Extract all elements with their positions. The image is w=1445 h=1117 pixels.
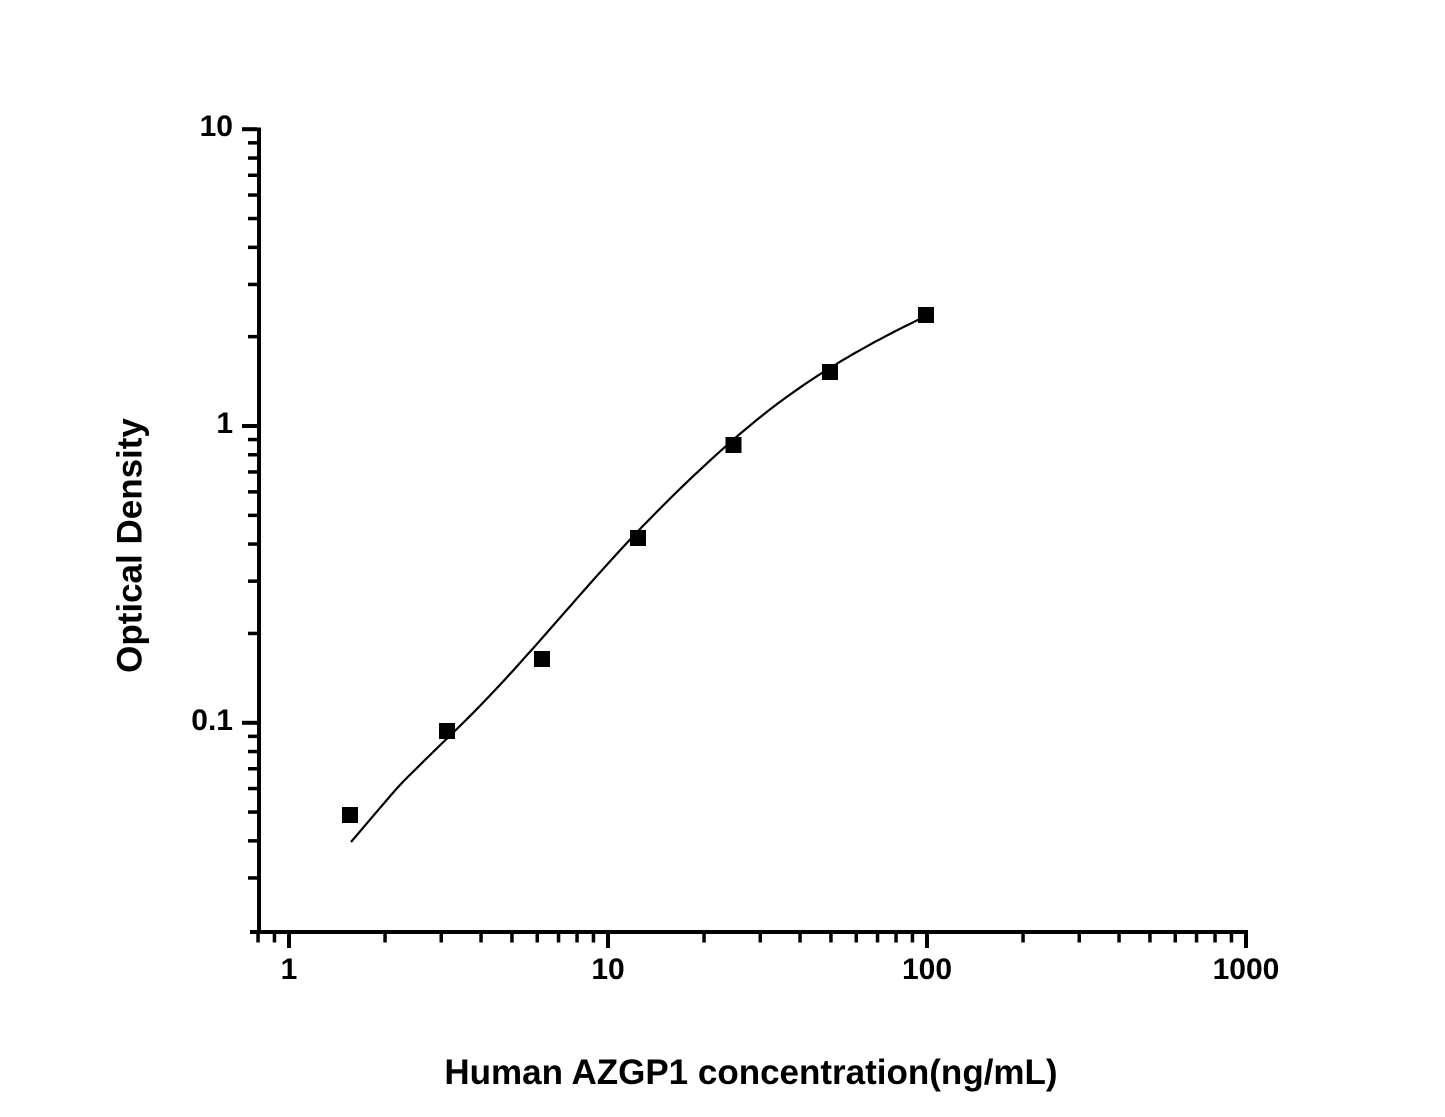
- svg-text:1: 1: [281, 953, 298, 986]
- svg-text:1000: 1000: [1213, 953, 1280, 986]
- svg-text:100: 100: [902, 953, 952, 986]
- svg-text:Optical Density: Optical Density: [111, 418, 150, 673]
- svg-text:10: 10: [591, 953, 624, 986]
- svg-text:0.1: 0.1: [191, 704, 233, 737]
- svg-text:1: 1: [216, 407, 233, 440]
- svg-text:10: 10: [200, 110, 233, 143]
- svg-text:Human AZGP1 concentration(ng/m: Human AZGP1 concentration(ng/mL): [444, 1053, 1057, 1092]
